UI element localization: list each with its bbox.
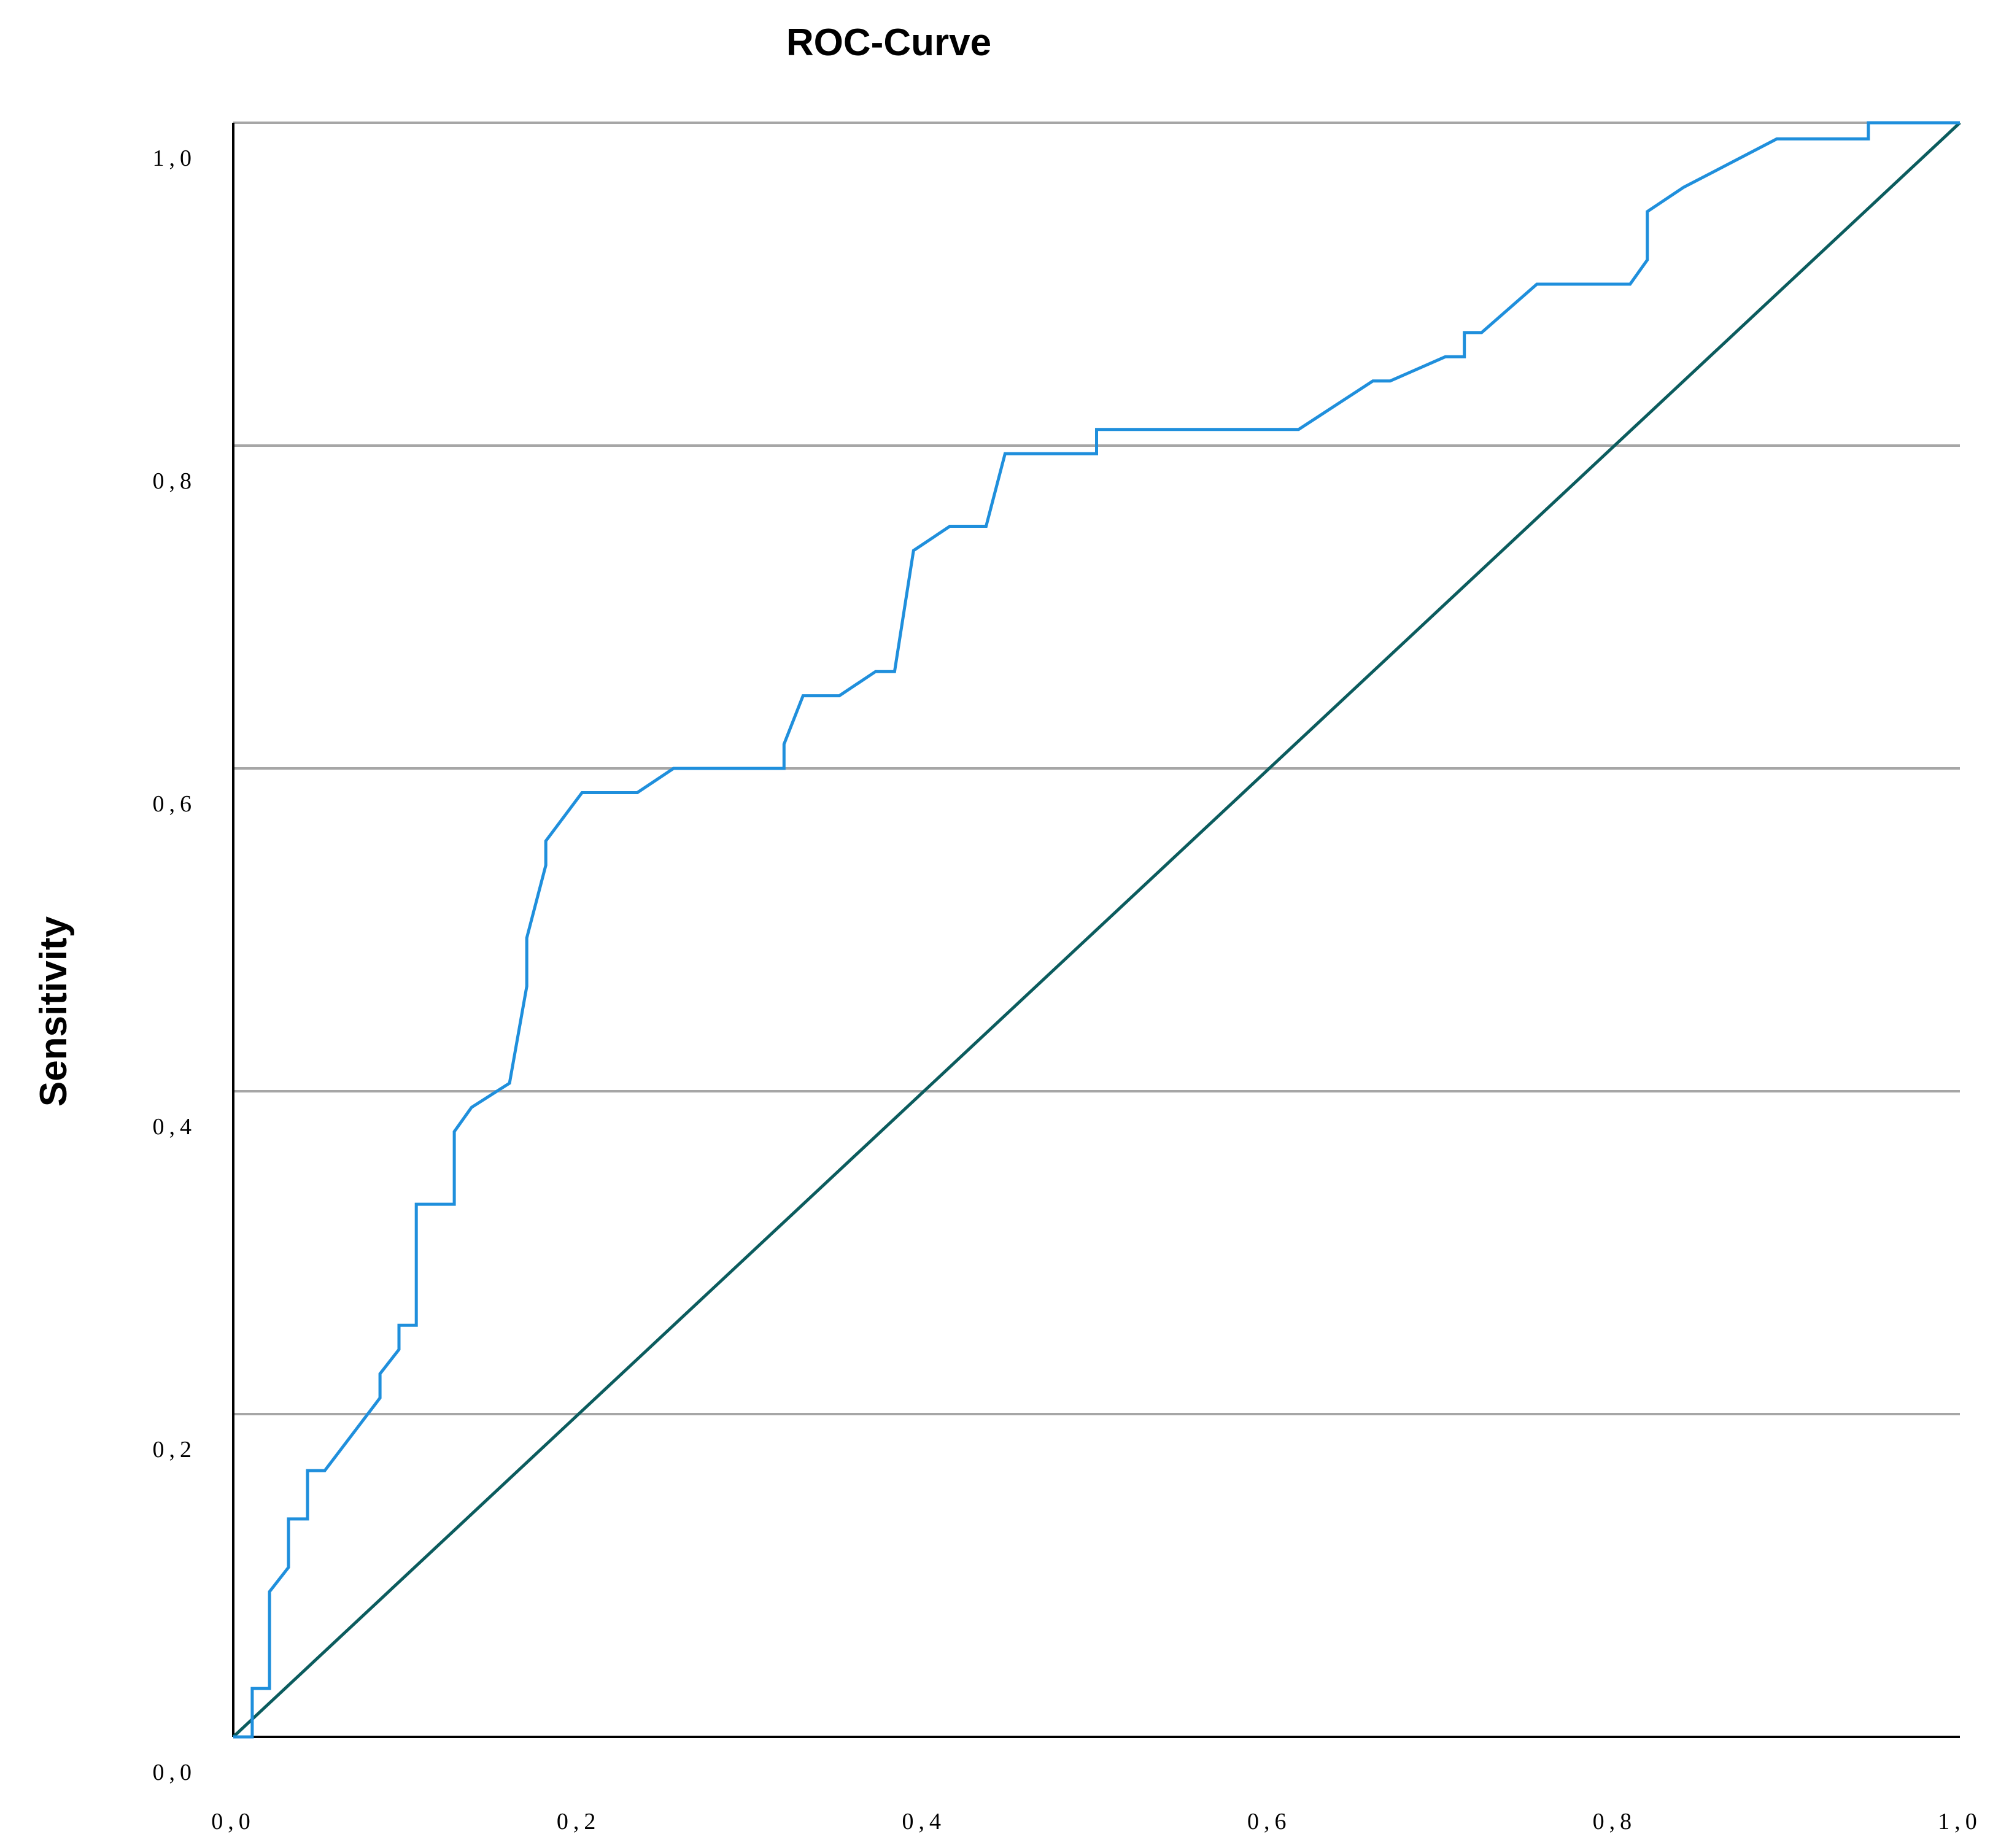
x-tick-label: 0,6 — [1247, 1809, 1291, 1834]
y-axis-label: Sensitivity — [33, 916, 75, 1107]
y-tick-label: 1,0 — [153, 145, 197, 171]
grid-lines — [233, 122, 1960, 1415]
y-tick-label: 0,0 — [153, 1760, 197, 1785]
x-tick-label: 0,8 — [1593, 1809, 1637, 1834]
y-tick-label: 0,2 — [153, 1437, 197, 1463]
chart-title: ROC-Curve — [786, 21, 991, 64]
roc-curve-line — [233, 121, 1960, 1739]
reference-diagonal-line — [232, 122, 1961, 1738]
x-tick-label: 0,2 — [557, 1809, 601, 1834]
x-tick-label: 0,4 — [902, 1809, 946, 1834]
y-tick-label: 0,4 — [153, 1114, 197, 1140]
tick-labels: 0,0 0,0 0,2 0,2 0,4 0,4 0,6 0,6 0,8 0,8 1,0 1,0 — [153, 145, 1982, 1834]
x-tick-label: 1,0 — [1938, 1809, 1982, 1834]
x-tick-label: 0,0 — [211, 1809, 255, 1834]
y-tick-label: 0,6 — [153, 791, 197, 817]
series — [232, 121, 1961, 1739]
y-tick-label: 0,8 — [153, 468, 197, 494]
axes — [232, 123, 1960, 1738]
